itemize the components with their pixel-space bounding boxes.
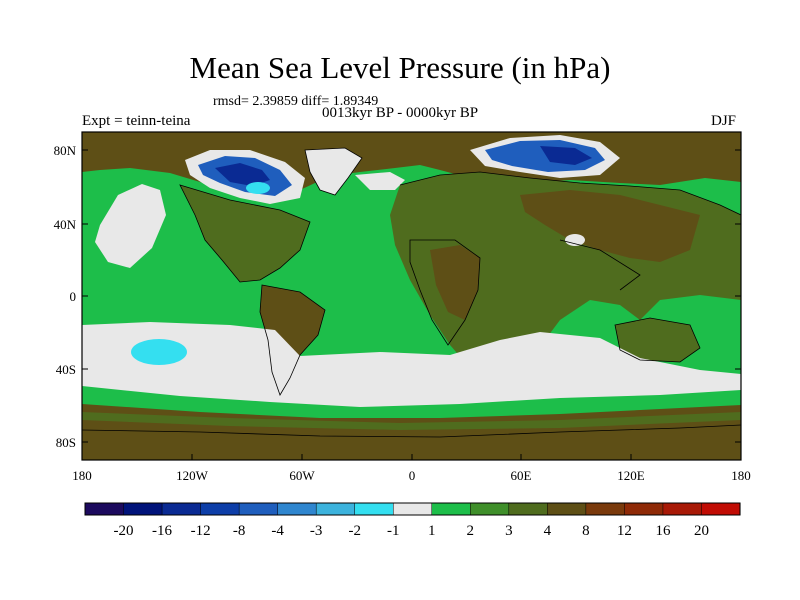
colorbar-label: -20	[114, 523, 134, 539]
x-axis	[81, 454, 742, 460]
y-axis	[82, 149, 741, 443]
colorbar-swatch	[354, 502, 394, 516]
colorbar-swatch	[662, 502, 703, 516]
x-tick-label: 60W	[289, 468, 315, 483]
colorbar-swatch	[277, 502, 317, 516]
colorbar-label: -1	[387, 523, 400, 539]
antarctic-high-region	[82, 404, 741, 460]
stats-label: rmsd= 2.39859 diff= 1.89349	[213, 94, 379, 109]
y-tick-label: 80N	[54, 143, 77, 158]
colorbar	[84, 502, 741, 516]
north-america-region	[180, 185, 310, 282]
colorbar-label: 4	[544, 523, 552, 539]
north-america-low-cyan	[246, 182, 270, 194]
y-tick-label: 40N	[54, 217, 77, 232]
colorbar-label: -12	[191, 523, 211, 539]
colorbar-label: 16	[655, 523, 671, 539]
colorbar-label: -8	[233, 523, 246, 539]
map-title: Mean Sea Level Pressure (in hPa)	[189, 50, 611, 85]
colorbar-swatch	[547, 502, 587, 516]
x-tick-label: 180	[72, 468, 92, 483]
south-pacific-low	[131, 339, 187, 365]
coastlines	[82, 147, 741, 438]
period-label: 0013kyr BP - 0000kyr BP	[322, 105, 479, 121]
tibet-region	[565, 234, 585, 246]
map-panel	[82, 132, 741, 460]
colorbar-swatch	[470, 502, 510, 516]
colorbar-swatch	[84, 502, 125, 516]
colorbar-label: -4	[271, 523, 284, 539]
season-label: DJF	[711, 113, 737, 129]
africa-high-region	[430, 245, 480, 320]
colorbar-swatch	[431, 502, 471, 516]
colorbar-labels: -20 -16 -12 -8 -4 -3 -2 -1 1 2 3 4 8 12 16 20	[114, 523, 709, 539]
colorbar-swatch	[238, 502, 279, 516]
y-tick-label: 80S	[56, 435, 76, 450]
colorbar-swatch	[161, 502, 202, 516]
x-tick-label: 0	[409, 468, 416, 483]
north-america-low-navy	[215, 163, 270, 186]
greenland-region	[305, 148, 362, 195]
colorbar-label: 3	[505, 523, 513, 539]
colorbar-label: -2	[348, 523, 361, 539]
colorbar-swatch	[392, 502, 433, 516]
colorbar-label: 1	[428, 523, 436, 539]
x-tick-label: 60E	[511, 468, 532, 483]
siberia-low-navy	[540, 146, 592, 165]
colorbar-swatch	[624, 502, 664, 516]
x-tick-label: 120W	[176, 468, 209, 483]
colorbar-label: 2	[467, 523, 475, 539]
experiment-label: Expt = teinn-teina	[82, 113, 191, 129]
colorbar-label: -16	[152, 523, 172, 539]
x-tick-label: 120E	[617, 468, 645, 483]
colorbar-label: -3	[310, 523, 323, 539]
colorbar-swatch	[200, 502, 240, 516]
y-tick-label: 40S	[56, 362, 76, 377]
colorbar-frame	[84, 502, 741, 516]
x-tick-label: 180	[731, 468, 751, 483]
colorbar-label: 8	[582, 523, 590, 539]
north-atlantic-gray	[355, 172, 405, 190]
colorbar-swatch	[508, 502, 548, 516]
colorbar-swatch	[585, 502, 625, 516]
colorbar-swatch	[315, 502, 356, 516]
y-tick-label: 0	[70, 289, 77, 304]
australia-region	[615, 318, 700, 362]
antarctic-olive-strip	[82, 412, 741, 430]
southern-band-region	[82, 322, 741, 407]
colorbar-swatch	[123, 502, 163, 516]
colorbar-label: 12	[617, 523, 632, 539]
colorbar-label: 20	[694, 523, 709, 539]
asia-high-region	[520, 190, 700, 262]
colorbar-swatch	[701, 502, 741, 516]
north-pacific-region	[95, 184, 166, 268]
